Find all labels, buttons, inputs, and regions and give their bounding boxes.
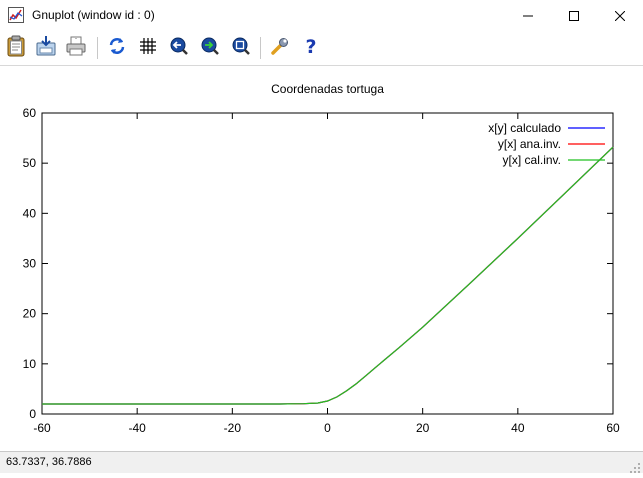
toolbar-separator — [260, 37, 261, 59]
chart-title: Coordenadas tortuga — [271, 82, 384, 96]
gnuplot-app-icon — [8, 7, 24, 23]
wrench-icon — [270, 36, 290, 60]
series-line-1 — [42, 146, 614, 405]
legend-label-1: x[y] calculado — [488, 121, 561, 135]
x-tick-label: -20 — [224, 421, 242, 435]
refresh-icon — [107, 36, 127, 60]
svg-text:?: ? — [305, 36, 316, 56]
close-button[interactable] — [597, 0, 643, 31]
autoscale-button[interactable] — [229, 36, 253, 60]
toolbar: ? — [0, 31, 643, 65]
minimize-icon — [523, 6, 533, 25]
toolbar-separator — [97, 37, 98, 59]
x-tick-label: 60 — [606, 421, 620, 435]
close-icon — [614, 6, 626, 25]
status-bar: 63.7337, 36.7886 — [0, 451, 643, 473]
zoom-back-button[interactable] — [167, 36, 191, 60]
y-tick-label: 30 — [23, 257, 37, 271]
help-button[interactable]: ? — [299, 36, 323, 60]
x-tick-label: 0 — [324, 421, 331, 435]
x-tick-label: 20 — [416, 421, 430, 435]
x-tick-label: 40 — [511, 421, 525, 435]
series-line-2 — [42, 146, 614, 405]
title-bar: Gnuplot (window id : 0) — [0, 0, 643, 31]
minimize-button[interactable] — [505, 0, 551, 31]
series-line-3 — [42, 146, 614, 405]
legend-label-3: y[x] cal.inv. — [503, 153, 561, 167]
copy-clipboard-button[interactable] — [4, 35, 28, 61]
legend-label-2: y[x] ana.inv. — [498, 137, 561, 151]
cursor-coordinates: 63.7337, 36.7886 — [6, 456, 92, 468]
y-tick-label: 20 — [23, 307, 37, 321]
y-tick-label: 40 — [23, 206, 37, 220]
y-tick-label: 0 — [29, 407, 36, 421]
x-tick-label: -40 — [128, 421, 146, 435]
chart[interactable]: Coordenadas tortuga -60 -40 -20 0 20 40 60 0 10 20… — [0, 66, 643, 451]
save-button[interactable] — [34, 36, 58, 60]
help-icon: ? — [302, 36, 320, 60]
resize-grip-icon[interactable] — [629, 459, 641, 473]
window-title: Gnuplot (window id : 0) — [32, 8, 155, 22]
plot-area[interactable]: Coordenadas tortuga -60 -40 -20 0 20 40 60 0 10 20… — [0, 65, 643, 451]
clipboard-icon — [6, 35, 26, 61]
arrow-left-icon — [169, 36, 189, 60]
zoom-forward-button[interactable] — [198, 36, 222, 60]
options-button[interactable] — [268, 36, 292, 60]
save-icon — [35, 35, 57, 61]
grid-icon — [139, 37, 157, 59]
replot-button[interactable] — [105, 36, 129, 60]
maximize-icon — [569, 6, 579, 25]
y-tick-label: 10 — [23, 357, 37, 371]
y-tick-label: 50 — [23, 156, 37, 170]
y-tick-label: 60 — [23, 106, 37, 120]
arrow-right-icon — [200, 36, 220, 60]
grid-button[interactable] — [136, 36, 160, 60]
maximize-button[interactable] — [551, 0, 597, 31]
print-button[interactable] — [64, 36, 88, 60]
printer-icon — [65, 35, 87, 61]
zoom-icon — [231, 36, 251, 60]
x-tick-label: -60 — [33, 421, 51, 435]
